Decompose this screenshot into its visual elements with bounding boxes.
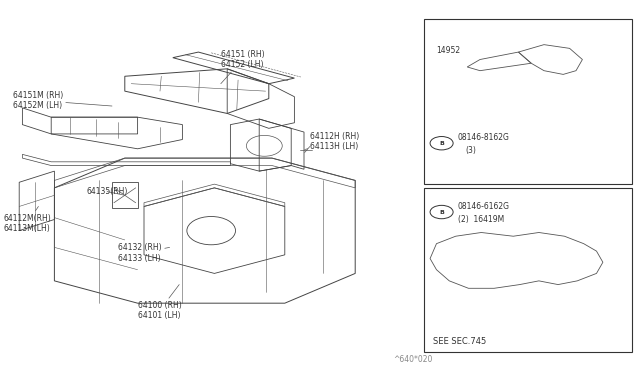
Bar [424, 19, 632, 184]
Text: 64100 (RH)
64101 (LH): 64100 (RH) 64101 (LH) [138, 285, 181, 320]
Text: (3): (3) [465, 146, 476, 155]
Text: ^640*020: ^640*020 [394, 355, 433, 364]
Text: 64132 (RH)
64133 (LH): 64132 (RH) 64133 (LH) [118, 243, 170, 263]
Text: 64151M (RH)
64152M (LH): 64151M (RH) 64152M (LH) [13, 91, 112, 110]
Text: 64112H (RH)
64113H (LH): 64112H (RH) 64113H (LH) [305, 132, 360, 151]
Text: 64135(RH): 64135(RH) [86, 187, 128, 196]
Text: 08146-6162G: 08146-6162G [458, 202, 509, 211]
Text: SEE SEC.745: SEE SEC.745 [433, 337, 486, 346]
Text: B: B [439, 141, 444, 146]
Text: B: B [439, 209, 444, 215]
Bar [424, 188, 632, 352]
Text: 08146-8162G: 08146-8162G [458, 133, 509, 142]
Text: (2)  16419M: (2) 16419M [458, 215, 504, 224]
Text: 64151 (RH)
64152 (LH): 64151 (RH) 64152 (LH) [221, 50, 264, 84]
Text: 64112M(RH)
64113M(LH): 64112M(RH) 64113M(LH) [3, 206, 51, 233]
Text: 14952: 14952 [436, 46, 461, 55]
Circle shape [430, 205, 453, 219]
Circle shape [430, 137, 453, 150]
